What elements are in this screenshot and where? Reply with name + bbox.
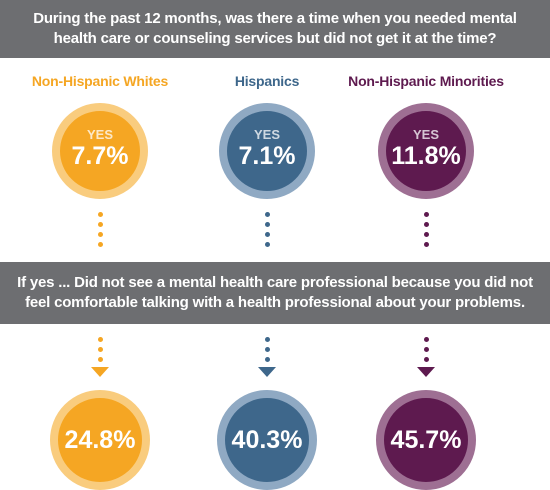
arrow-down-icon: [258, 367, 276, 377]
connector-dot: [97, 357, 103, 362]
group-label-non-hispanic-minorities: Non-Hispanic Minorities: [348, 73, 504, 89]
connector-dot: [264, 232, 270, 237]
top-value: 7.7%: [71, 142, 129, 170]
dotted-connector: [422, 337, 430, 367]
bottom-circle-non-hispanic-minorities: 45.7%: [376, 390, 476, 490]
arrow-down-icon: [91, 367, 109, 377]
question-top-line2: health care or counseling services but d…: [53, 30, 497, 47]
bottom-value: 24.8%: [64, 426, 136, 454]
connector-dot: [264, 337, 270, 342]
connector-dot: [97, 347, 103, 352]
bottom-value: 40.3%: [231, 426, 303, 454]
arrow-down-icon: [417, 367, 435, 377]
yes-label: YES: [86, 127, 113, 142]
connector-dot: [97, 242, 103, 247]
bottom-circle-hispanics: 40.3%: [217, 390, 317, 490]
connector-dot: [264, 357, 270, 362]
top-circle-hispanics: YES 7.1%: [219, 103, 315, 199]
connector-dot: [423, 242, 429, 247]
connector-dot: [423, 337, 429, 342]
question-banner-top: During the past 12 months, was there a t…: [0, 0, 550, 58]
dotted-connector: [96, 337, 104, 367]
connector-dot: [423, 222, 429, 227]
connector-dot: [97, 222, 103, 227]
connector-dot: [97, 337, 103, 342]
connector-dot: [264, 347, 270, 352]
connector-dot: [264, 222, 270, 227]
dotted-connector: [263, 337, 271, 367]
question-banner-mid: If yes ... Did not see a mental health c…: [0, 262, 550, 324]
connector-dot: [423, 347, 429, 352]
dotted-connector: [263, 212, 271, 252]
connector-dot: [423, 212, 429, 217]
top-circle-non-hispanic-whites: YES 7.7%: [52, 103, 148, 199]
top-circle-non-hispanic-minorities: YES 11.8%: [378, 103, 474, 199]
yes-label: YES: [253, 127, 280, 142]
bottom-value: 45.7%: [390, 426, 462, 454]
dotted-connector: [422, 212, 430, 252]
bottom-circle-non-hispanic-whites: 24.8%: [50, 390, 150, 490]
yes-label: YES: [412, 127, 439, 142]
connector-dot: [423, 232, 429, 237]
connector-dot: [423, 357, 429, 362]
dotted-connector: [96, 212, 104, 252]
group-label-non-hispanic-whites: Non-Hispanic Whites: [31, 73, 169, 89]
question-mid-line2: feel comfortable talking with a health p…: [25, 294, 525, 311]
group-label-hispanics: Hispanics: [234, 73, 300, 89]
connector-dot: [97, 232, 103, 237]
top-value: 7.1%: [238, 142, 296, 170]
connector-dot: [264, 212, 270, 217]
connector-dot: [264, 242, 270, 247]
question-top-line1: During the past 12 months, was there a t…: [33, 10, 517, 27]
connector-dot: [97, 212, 103, 217]
top-value: 11.8%: [391, 142, 461, 170]
question-mid-line1: If yes ... Did not see a mental health c…: [17, 274, 533, 291]
